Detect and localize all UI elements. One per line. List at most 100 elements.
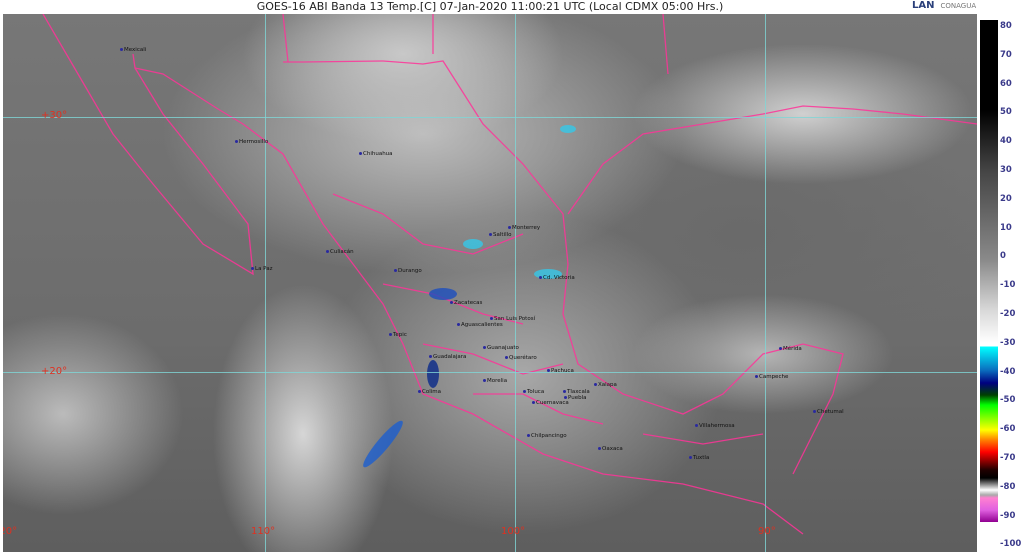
colorbar-tick: -40 — [1000, 366, 1016, 377]
city-dot-icon — [418, 390, 421, 393]
city-dot-icon — [251, 267, 254, 270]
city-marker: Chihuahua — [359, 151, 393, 157]
city-dot-icon — [813, 410, 816, 413]
meridian-110w — [265, 14, 266, 552]
colorbar-tick: 30 — [1000, 165, 1012, 175]
city-dot-icon — [120, 48, 123, 51]
city-label: Villahermosa — [699, 423, 735, 429]
meridian-100w — [515, 14, 516, 552]
city-dot-icon — [564, 396, 567, 399]
city-label: La Paz — [255, 266, 273, 272]
city-dot-icon — [779, 347, 782, 350]
city-label: Chilpancingo — [531, 433, 567, 439]
city-label: Querétaro — [509, 355, 537, 361]
colorbar-tick: 50 — [1000, 107, 1012, 118]
city-label: Toluca — [527, 389, 545, 395]
colorbar-tick: -20 — [1000, 309, 1016, 319]
city-dot-icon — [695, 424, 698, 427]
city-dot-icon — [532, 401, 535, 404]
city-marker: Mérida — [779, 346, 802, 352]
city-dot-icon — [489, 233, 492, 236]
conagua-logo: CONAGUA — [940, 2, 977, 10]
city-dot-icon — [450, 301, 453, 304]
city-label: Colima — [422, 389, 441, 395]
colorbar-tick: 10 — [1000, 222, 1012, 233]
city-label: Guadalajara — [433, 354, 467, 360]
city-label: Morelia — [487, 378, 508, 384]
colorbar-tick: 40 — [1000, 136, 1012, 147]
temperature-colorbar — [980, 20, 998, 522]
colorbar-tick: -100 — [1000, 539, 1022, 550]
city-label: Tuxtla — [693, 455, 710, 461]
city-dot-icon — [539, 276, 542, 279]
city-dot-icon — [598, 447, 601, 450]
city-label: Monterrey — [512, 225, 541, 231]
city-marker: Mexicali — [120, 47, 146, 53]
city-marker: Colima — [418, 389, 441, 395]
colorbar-tick: -30 — [1000, 337, 1016, 348]
city-dot-icon — [457, 323, 460, 326]
city-marker: Xalapa — [594, 382, 617, 388]
colorbar-tick: 20 — [1000, 193, 1012, 204]
city-label: Mexicali — [124, 47, 147, 53]
city-label: Guanajuato — [487, 345, 519, 351]
city-dot-icon — [359, 152, 362, 155]
city-label: Tepic — [393, 332, 407, 338]
longitude-label: 110° — [251, 526, 276, 537]
city-marker: Guanajuato — [483, 345, 519, 351]
city-marker: Oaxaca — [598, 446, 623, 452]
city-marker: Guadalajara — [429, 354, 466, 360]
city-marker: Hermosillo — [235, 139, 268, 145]
city-marker: La Paz — [251, 266, 273, 272]
city-dot-icon — [563, 390, 566, 393]
colorbar-tick: 0 — [1000, 251, 1006, 262]
city-marker: San Luis Potosí — [490, 316, 535, 322]
satellite-map[interactable]: +30° +20° 120° 110° 100° 90° Mexicali Her… — [3, 14, 977, 552]
colorbar-tick: 60 — [1000, 78, 1012, 89]
city-dot-icon — [326, 250, 329, 253]
colorbar-tick: -10 — [1000, 280, 1016, 291]
colorbar-tick: -60 — [1000, 424, 1016, 435]
latitude-label: +30° — [41, 110, 68, 121]
parallel-30n — [3, 117, 977, 118]
city-marker: Tlaxcala — [563, 389, 590, 395]
city-marker: Toluca — [523, 389, 544, 395]
city-marker: Chilpancingo — [527, 433, 567, 439]
city-dot-icon — [483, 346, 486, 349]
city-dot-icon — [755, 375, 758, 378]
city-label: Chihuahua — [363, 151, 393, 157]
city-dot-icon — [394, 269, 397, 272]
city-marker: Monterrey — [508, 225, 540, 231]
colorbar-tick: 80 — [1000, 21, 1012, 31]
city-label: Aguascalientes — [461, 322, 503, 328]
city-dot-icon — [483, 379, 486, 382]
city-dot-icon — [429, 355, 432, 358]
city-marker: Chetumal — [813, 409, 844, 415]
city-marker: Saltillo — [489, 232, 512, 238]
city-dot-icon — [505, 356, 508, 359]
city-label: Tlaxcala — [567, 389, 590, 395]
city-label: Hermosillo — [239, 139, 269, 145]
city-dot-icon — [523, 390, 526, 393]
colorbar-tick: -90 — [1000, 510, 1016, 521]
city-label: Puebla — [568, 395, 587, 401]
city-label: Zacatecas — [454, 300, 483, 306]
city-marker: Cuernavaca — [532, 400, 569, 406]
city-label: Chetumal — [817, 409, 844, 415]
city-label: Cd. Victoria — [543, 275, 575, 281]
city-dot-icon — [235, 140, 238, 143]
lanot-logo: LAN — [912, 0, 935, 11]
city-marker: Culiacán — [326, 249, 354, 255]
city-label: Saltillo — [493, 232, 512, 238]
colorbar-tick: 70 — [1000, 49, 1012, 60]
country-state-borders — [42, 14, 977, 535]
city-marker: Cd. Victoria — [539, 275, 575, 281]
city-label: Cuernavaca — [536, 400, 569, 406]
city-dot-icon — [508, 226, 511, 229]
city-label: Durango — [398, 268, 422, 274]
city-label: Culiacán — [330, 249, 354, 255]
city-label: Mérida — [783, 346, 802, 352]
city-marker: Aguascalientes — [457, 322, 503, 328]
city-dot-icon — [389, 333, 392, 336]
longitude-label: 120° — [3, 526, 18, 537]
